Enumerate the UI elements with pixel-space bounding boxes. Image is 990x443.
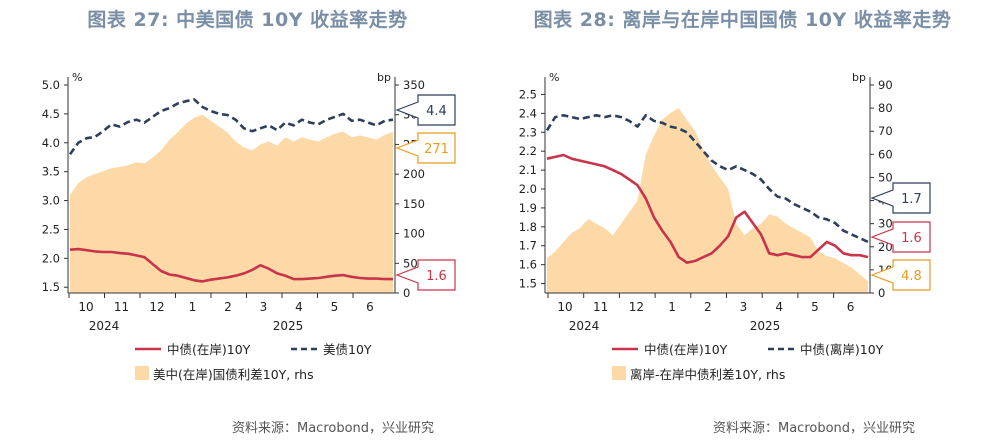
x-tick-label: 12 [629,300,644,314]
left-tick-label: 3.5 [42,165,60,179]
chart-panel-left: 图表 27: 中美国债 10Y 收益率走势 1.5 2.0 2.5 3.0 3.5 4.0… [42,9,456,436]
left-tick-label: 2.5 [519,87,537,101]
chart-title: 图表 27: 中美国债 10Y 收益率走势 [87,9,408,31]
legend-swatch [135,366,149,380]
callout-value: 1.7 [901,192,922,207]
dashed-series-line [545,114,869,244]
x-tick-label: 10 [557,300,572,314]
x-tick-label: 10 [78,300,93,314]
right-tick-label: 50 [403,256,418,270]
left-tick-label: 2.5 [42,222,60,236]
right-tick-label: 200 [403,167,425,181]
x-tick-label: 3 [260,300,268,314]
chart-svg: 1.51.61.71.81.92.02.12.22.32.42.50102030… [519,71,931,382]
legend-label: 美债10Y [323,342,372,357]
year-label: 2025 [750,319,781,333]
callout-box [870,221,931,253]
spread-area [70,114,393,293]
x-tick-label: 4 [295,300,303,314]
left-tick-label: 2.1 [519,163,537,177]
legend-label: 中债(在岸)10Y [644,342,728,357]
callout-value: 4.8 [901,269,922,284]
x-tick-label: 1 [668,300,676,314]
x-tick-label: 2 [224,300,232,314]
right-tick-label: 80 [878,101,893,115]
chart-title: 图表 28: 离岸与在岸中国国债 10Y 收益率走势 [533,9,952,31]
left-tick-label: 2.3 [519,125,537,139]
callout-box [870,182,931,214]
x-tick-label: 3 [740,300,748,314]
legend-label: 中债(离岸)10Y [800,342,884,357]
right-tick-label: 90 [878,78,893,92]
x-tick-label: 2 [704,300,712,314]
right-tick-label: 100 [403,227,425,241]
left-tick-label: 3.0 [42,194,60,208]
left-tick-label: 5.0 [42,78,60,92]
x-tick-label: 5 [331,300,339,314]
x-tick-label: 5 [811,300,819,314]
left-unit-label: % [549,71,559,84]
legend-swatch [612,366,626,380]
left-tick-label: 1.7 [519,239,537,253]
right-tick-label: 150 [403,197,425,211]
legend-label: 美中(在岸)国债利差10Y, rhs [153,367,314,382]
left-unit-label: % [72,71,82,84]
left-tick-label: 4.0 [42,136,60,150]
right-tick-label: 350 [403,78,425,92]
spread-area [547,108,868,293]
callout-value: 1.6 [426,269,447,284]
right-tick-label: 30 [878,217,893,231]
callout-box [395,132,456,164]
left-tick-label: 2.0 [42,251,60,265]
callout-value: 1.6 [901,231,922,246]
left-tick-label: 2.4 [519,106,537,120]
left-tick-label: 1.6 [519,258,537,272]
left-tick-label: 1.9 [519,201,537,215]
series-line [69,247,393,283]
x-tick-label: 11 [593,300,608,314]
x-tick-label: 12 [149,300,164,314]
year-label: 2024 [89,319,120,333]
x-tick-label: 11 [114,300,129,314]
callout-box [395,94,456,126]
right-unit-label: bp [377,71,391,84]
right-unit-label: bp [852,71,866,84]
source-note: 资料来源：Macrobond，兴业研究 [713,421,916,436]
year-label: 2025 [273,319,304,333]
series-line [546,153,869,264]
callout-box [395,259,456,291]
legend-label: 中债(在岸)10Y [167,342,251,357]
callout-value: 4.4 [426,104,447,119]
x-tick-label: 6 [847,300,855,314]
right-tick-label: 50 [878,170,893,184]
x-tick-label: 6 [366,300,374,314]
left-tick-label: 2.2 [519,144,537,158]
left-tick-label: 1.5 [519,277,537,291]
x-tick-label: 4 [775,300,783,314]
dashed-series-line [68,98,394,156]
source-note: 资料来源：Macrobond，兴业研究 [232,421,435,436]
callout-box [870,259,931,291]
right-tick-label: 70 [878,124,893,138]
chart-panel-right: 图表 28: 离岸与在岸中国国债 10Y 收益率走势 1.5 1.6 1.7 1.8 1… [495,0,990,443]
callout-value: 271 [424,142,449,157]
left-tick-label: 4.5 [42,107,60,121]
left-tick-label: 1.5 [42,280,60,294]
left-tick-label: 2.0 [519,182,537,196]
legend-label: 离岸-在岸中债利差10Y, rhs [630,367,785,382]
x-tick-label: 1 [189,300,197,314]
right-tick-label: 0 [878,286,885,300]
right-tick-label: 60 [878,147,893,161]
left-tick-label: 1.8 [519,220,537,234]
chart-svg: 1.52.02.53.03.54.04.55.00501001502002503… [42,71,456,382]
right-tick-label: 0 [403,286,410,300]
year-label: 2024 [569,319,600,333]
